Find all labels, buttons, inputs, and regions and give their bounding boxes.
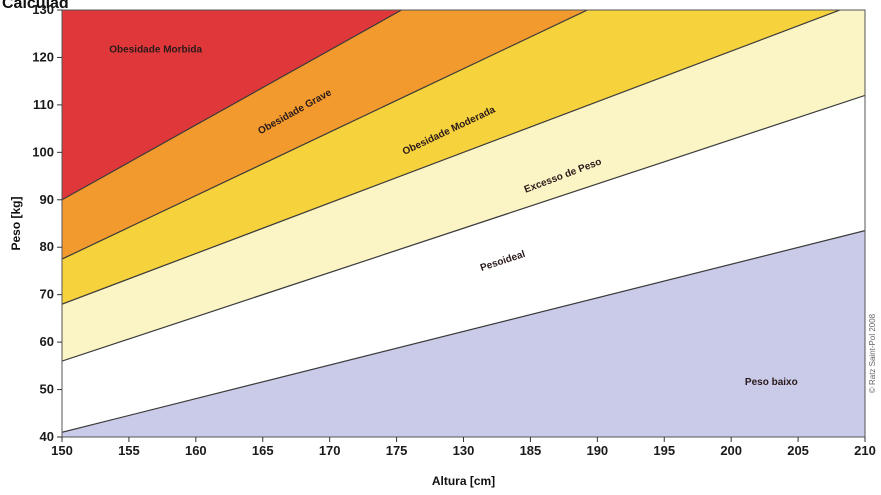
x-tick-label: 150 (51, 443, 73, 458)
x-tick-label: 210 (854, 443, 876, 458)
y-tick-label: 50 (40, 382, 54, 397)
y-tick-label: 80 (40, 239, 54, 254)
y-tick-label: 110 (33, 97, 54, 112)
copyright-credit: © Ratz Saint-Pol 2008 (868, 313, 877, 393)
chart-axes: 150 155 160 165 170 175 130 185 190 195 200 205 210 4… (32, 2, 876, 458)
x-tick-label: 195 (653, 443, 675, 458)
x-axis-title: Altura [cm] (432, 474, 495, 488)
boundary-line (62, 10, 842, 305)
chart-title-fragment: Calculad (2, 0, 69, 12)
boundary-line (62, 10, 403, 201)
x-tick-label: 155 (118, 443, 140, 458)
x-tick-label: 205 (787, 443, 809, 458)
boundary-lines (62, 10, 865, 433)
region-label: Peso baixo (745, 377, 798, 388)
x-tick-label: 190 (586, 443, 608, 458)
y-axis-title: Peso [kg] (9, 196, 23, 250)
region-label: Obesidade Morbida (109, 45, 202, 56)
chart-regions (62, 10, 865, 437)
boundary-line (62, 10, 589, 260)
x-tick-label: 160 (185, 443, 207, 458)
boundary-line (62, 230, 865, 433)
y-tick-label: 100 (32, 144, 54, 159)
boundary-line (62, 94, 865, 362)
x-tick-label: 170 (319, 443, 341, 458)
x-tick-label: 165 (252, 443, 274, 458)
y-tick-label: 130 (32, 2, 54, 17)
y-tick-label: 70 (40, 287, 54, 302)
x-tick-label: 175 (386, 443, 408, 458)
y-tick-label: 90 (40, 192, 54, 207)
x-tick-label: 185 (520, 443, 542, 458)
y-tick-label: 40 (40, 429, 54, 444)
y-tick-label: 120 (32, 49, 54, 64)
x-tick-label: 130 (453, 443, 475, 458)
x-tick-label: 200 (720, 443, 742, 458)
y-tick-label: 60 (40, 334, 54, 349)
